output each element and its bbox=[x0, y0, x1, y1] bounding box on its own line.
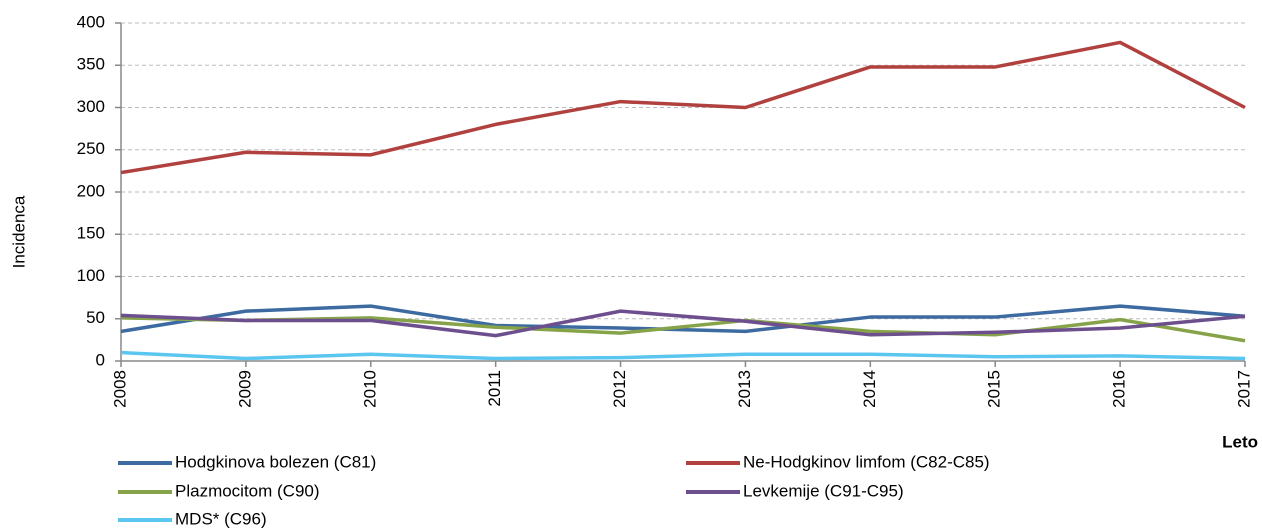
legend-label: Levkemije (C91-C95) bbox=[743, 481, 904, 500]
x-tick-label: 2014 bbox=[860, 370, 879, 408]
legend-label: Hodgkinova bolezen (C81) bbox=[175, 452, 376, 471]
x-tick-label: 2015 bbox=[985, 370, 1004, 408]
legend-label: Plazmocitom (C90) bbox=[175, 481, 320, 500]
y-tick-label: 150 bbox=[77, 224, 105, 243]
y-tick-label: 350 bbox=[77, 55, 105, 74]
series-line bbox=[120, 350, 1246, 361]
x-tick-label: 2011 bbox=[485, 370, 504, 407]
x-tick-label: 2009 bbox=[235, 370, 254, 408]
x-tick-label: 2012 bbox=[610, 370, 629, 408]
series-line bbox=[120, 304, 1246, 334]
y-tick-label: 100 bbox=[77, 266, 105, 285]
series-line bbox=[120, 40, 1246, 175]
y-tick-label: 250 bbox=[77, 139, 105, 158]
y-tick-label: 50 bbox=[86, 308, 105, 327]
x-tick-label: 2016 bbox=[1110, 370, 1129, 408]
x-axis-label: Leto bbox=[1222, 432, 1258, 451]
legend-label: MDS* (C96) bbox=[175, 509, 267, 528]
y-tick-label: 400 bbox=[77, 12, 105, 31]
y-axis-label: Incidenca bbox=[9, 195, 28, 268]
y-tick-label: 300 bbox=[77, 97, 105, 116]
x-tick-label: 2013 bbox=[735, 370, 754, 408]
legend-label: Ne-Hodgkinov limfom (C82-C85) bbox=[743, 452, 990, 471]
y-tick-label: 200 bbox=[77, 181, 105, 200]
x-tick-label: 2010 bbox=[360, 370, 379, 408]
x-tick-label: 2017 bbox=[1234, 370, 1253, 408]
x-tick-label: 2008 bbox=[110, 370, 129, 408]
series-line bbox=[120, 309, 1246, 338]
y-tick-label: 0 bbox=[96, 350, 105, 369]
